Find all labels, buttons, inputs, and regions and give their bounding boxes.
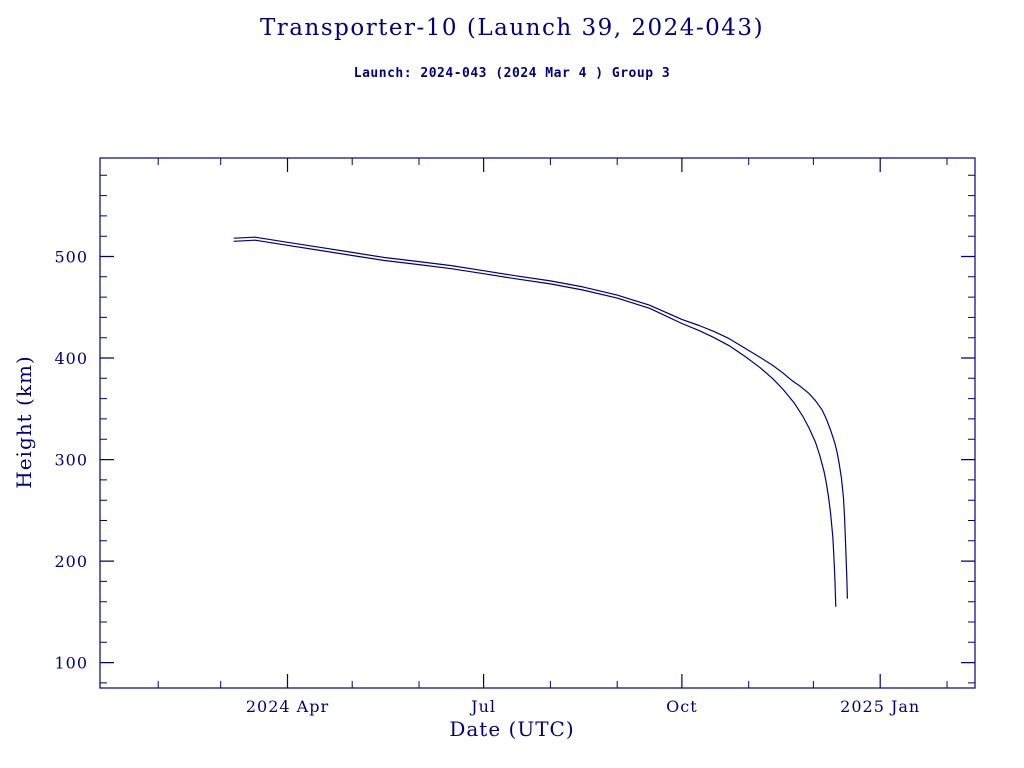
x-axis-label: Date (UTC)	[449, 717, 575, 741]
chart-subtitle: Launch: 2024-043 (2024 Mar 4 ) Group 3	[353, 66, 671, 81]
svg-text:400: 400	[54, 349, 88, 368]
svg-text:100: 100	[54, 654, 88, 673]
chart-title: Transporter-10 (Launch 39, 2024-043)	[259, 15, 765, 41]
svg-text:2024 Apr: 2024 Apr	[246, 697, 329, 716]
svg-text:2025 Jan: 2025 Jan	[840, 697, 920, 716]
svg-text:300: 300	[54, 451, 88, 470]
svg-text:Jul: Jul	[469, 697, 496, 716]
y-axis-label: Height (km)	[12, 355, 36, 489]
svg-text:500: 500	[54, 248, 88, 267]
svg-text:200: 200	[54, 552, 88, 571]
svg-text:Oct: Oct	[666, 697, 698, 716]
